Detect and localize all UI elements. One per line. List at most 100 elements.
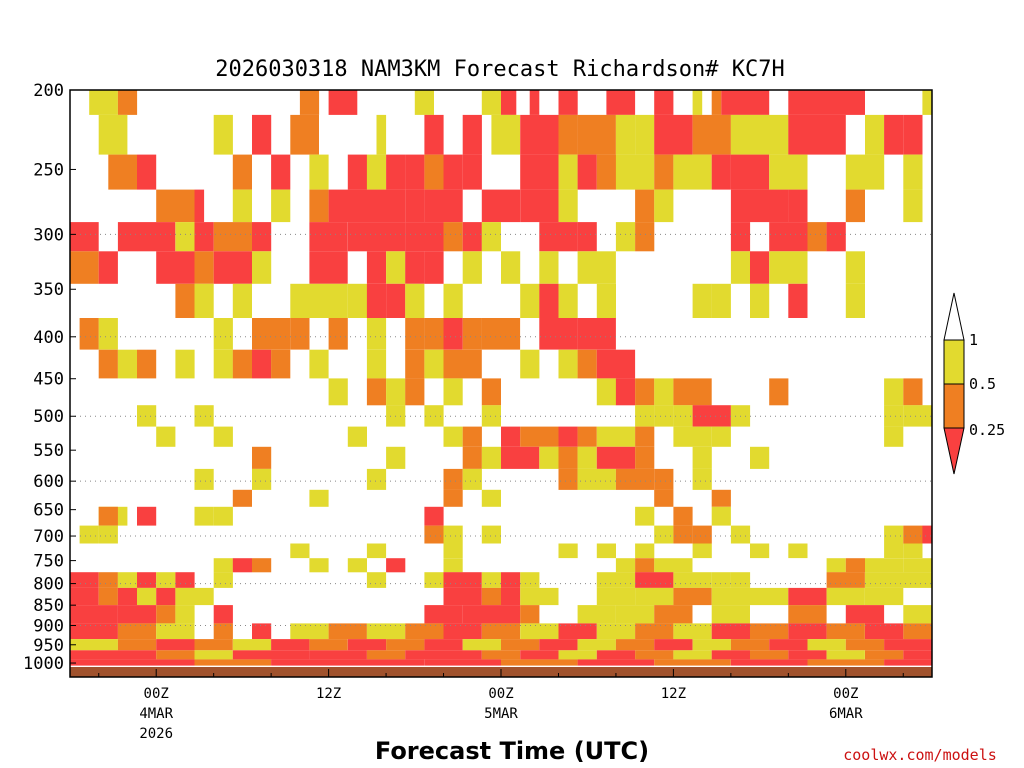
- heatmap-cell: [596, 587, 636, 606]
- heatmap-cell: [596, 650, 636, 660]
- heatmap-cell: [577, 251, 616, 284]
- y-tick-label: 650: [33, 501, 64, 521]
- heatmap-cell: [366, 543, 387, 559]
- heatmap-cell: [70, 605, 118, 624]
- heatmap-cell: [903, 154, 923, 190]
- heatmap-cell: [673, 426, 712, 447]
- heatmap-cell: [807, 90, 865, 115]
- heatmap-cell: [366, 378, 387, 406]
- heatmap-cell: [654, 90, 674, 115]
- heatmap-cell: [328, 378, 348, 406]
- heatmap-cell: [884, 659, 932, 666]
- heatmap-cell: [70, 251, 99, 284]
- heatmap-cell: [730, 639, 770, 651]
- heatmap-cell: [673, 154, 712, 190]
- heatmap-cell: [807, 639, 846, 651]
- y-tick-label: 300: [33, 225, 64, 245]
- heatmap-cell: [137, 405, 157, 427]
- heatmap-cell: [884, 525, 904, 544]
- y-tick-label: 600: [33, 472, 64, 492]
- heatmap-cell: [424, 114, 444, 155]
- heatmap-cell: [673, 506, 693, 526]
- heatmap-cell: [654, 154, 674, 190]
- heatmap-cell: [635, 189, 655, 223]
- y-tick-label: 500: [33, 407, 64, 427]
- heatmap-cell: [299, 90, 320, 115]
- heatmap-cell: [501, 639, 540, 651]
- heatmap-cell: [271, 349, 291, 379]
- heatmap-cell: [826, 650, 865, 660]
- heatmap-cell: [692, 114, 731, 155]
- heatmap-cell: [366, 468, 387, 490]
- heatmap-cell: [520, 623, 559, 640]
- heatmap-cell: [175, 283, 195, 318]
- heatmap-cell: [711, 506, 731, 526]
- heatmap-cell: [213, 605, 233, 624]
- heatmap-cell: [577, 659, 655, 666]
- heatmap-cell: [366, 251, 387, 284]
- legend-label: 0.5: [969, 375, 996, 393]
- heatmap-cell: [750, 587, 789, 606]
- heatmap-cell: [252, 114, 272, 155]
- y-tick-label: 750: [33, 552, 64, 572]
- heatmap-cell: [673, 378, 712, 406]
- heatmap-cell: [328, 189, 406, 223]
- heatmap-cell: [156, 426, 176, 447]
- heatmap-cell: [89, 90, 118, 115]
- heatmap-cell: [232, 349, 252, 379]
- heatmap-cell: [711, 623, 750, 640]
- heatmap-cell: [366, 623, 406, 640]
- heatmap-cells: [70, 90, 932, 666]
- heatmap-cell: [577, 154, 597, 190]
- heatmap-cell: [596, 154, 616, 190]
- heatmap-cell: [654, 189, 674, 223]
- heatmap-cell: [405, 318, 425, 350]
- heatmap-cell: [213, 623, 233, 640]
- y-tick-label: 200: [33, 81, 64, 101]
- heatmap-cell: [117, 623, 157, 640]
- heatmap-cell: [366, 318, 387, 350]
- heatmap-cell: [520, 114, 559, 155]
- heatmap-cell: [443, 318, 463, 350]
- x-axis: 00Z 4MAR 2026 12Z 00Z 5MAR 12Z 00Z 6MAR: [98, 669, 904, 742]
- heatmap-cell: [194, 639, 233, 651]
- heatmap-cell: [596, 349, 636, 379]
- y-tick-label: 350: [33, 280, 64, 300]
- heatmap-cell: [386, 251, 406, 284]
- heatmap-cell: [635, 623, 674, 640]
- heatmap-cell: [520, 572, 540, 588]
- y-tick-label: 450: [33, 370, 64, 390]
- heatmap-cell: [117, 572, 138, 588]
- heatmap-cell: [654, 378, 674, 406]
- heatmap-cell: [673, 525, 693, 544]
- heatmap-cell: [405, 283, 425, 318]
- heatmap-cell: [309, 639, 348, 651]
- heatmap-cell: [347, 639, 387, 651]
- heatmap-cell: [903, 605, 932, 624]
- heatmap-cell: [443, 623, 482, 640]
- y-axis: 200 250 300 350 400 450 500 550 600 650 700 750 8008…: [23, 81, 76, 674]
- heatmap-cell: [539, 222, 578, 252]
- heatmap-cell: [366, 283, 387, 318]
- heatmap-cell: [730, 114, 789, 155]
- heatmap-cell: [711, 650, 750, 660]
- heatmap-cell: [386, 378, 406, 406]
- heatmap-cell: [539, 251, 559, 284]
- heatmap-cell: [520, 283, 540, 318]
- heatmap-cell: [70, 639, 118, 651]
- heatmap-cell: [615, 468, 655, 490]
- heatmap-cell: [769, 251, 808, 284]
- heatmap-cell: [328, 623, 367, 640]
- heatmap-cell: [615, 222, 636, 252]
- heatmap-cell: [501, 251, 521, 284]
- heatmap-cell: [98, 251, 118, 284]
- heatmap-cell: [481, 650, 521, 660]
- heatmap-cell: [194, 506, 214, 526]
- heatmap-cell: [137, 154, 157, 190]
- heatmap-cell: [290, 283, 348, 318]
- heatmap-cell: [117, 587, 138, 606]
- heatmap-cell: [845, 605, 885, 624]
- heatmap-cell: [424, 572, 444, 588]
- heatmap-cell: [711, 426, 731, 447]
- x-tick-date: 5MAR: [484, 706, 518, 722]
